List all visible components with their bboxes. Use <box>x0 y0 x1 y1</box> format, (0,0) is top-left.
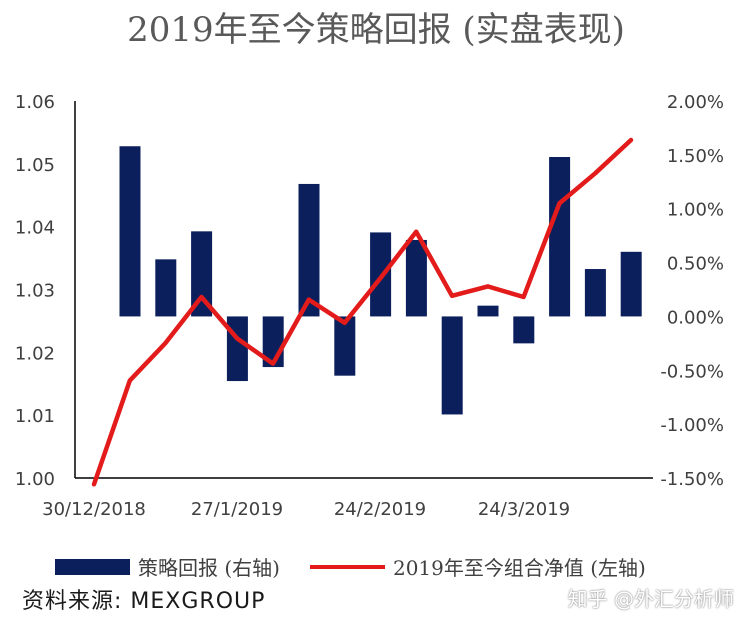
watermark: 知乎 @外汇分析师 <box>567 587 734 611</box>
source-note: 资料来源: MEXGROUP <box>22 589 266 614</box>
x-tick-label: 24/3/2019 <box>478 499 570 520</box>
bar-mark <box>549 157 571 317</box>
y-left-tick-label: 1.06 <box>15 92 55 113</box>
y-right-tick-label: 2.00% <box>667 92 724 113</box>
legend-bar-label: 策略回报 (右轴) <box>138 556 280 580</box>
y-left-tick-label: 1.04 <box>15 218 55 239</box>
y-right-tick-label: 1.50% <box>667 146 724 167</box>
legend-bar-swatch <box>55 558 130 575</box>
bar-mark <box>119 146 141 317</box>
bar-mark <box>620 251 642 317</box>
chart-axes <box>74 101 653 479</box>
tick-labels: 1.00 1.01 1.02 1.03 1.04 1.05 1.06 -1.50% -1.00%… <box>15 92 724 520</box>
bar-mark <box>298 183 320 317</box>
y-right-tick-label: 0.50% <box>667 254 724 275</box>
bar-mark <box>191 231 213 317</box>
bar-mark <box>441 316 463 415</box>
bar-mark <box>405 239 427 317</box>
bar-mark <box>155 259 177 317</box>
y-left-tick-label: 1.00 <box>15 469 55 490</box>
y-left-tick-label: 1.03 <box>15 281 55 302</box>
y-right-tick-label: 0.00% <box>667 307 724 328</box>
y-right-tick-label: -0.50% <box>660 361 724 382</box>
y-left-tick-label: 1.02 <box>15 343 55 364</box>
x-tick-label: 27/1/2019 <box>191 499 283 520</box>
combo-chart: 1.00 1.01 1.02 1.03 1.04 1.05 1.06 -1.50% -1.00%… <box>15 92 724 520</box>
bar-mark <box>513 316 535 344</box>
bar-mark <box>584 269 606 317</box>
chart-legend: 策略回报 (右轴) 2019年至今组合净值 (左轴) <box>55 552 646 581</box>
y-right-tick-label: 1.00% <box>667 200 724 221</box>
bar-mark <box>477 305 499 317</box>
legend-line-swatch <box>309 564 385 569</box>
legend-line-label: 2019年至今组合净值 (左轴) <box>392 556 646 580</box>
y-left-tick-label: 1.01 <box>15 406 55 427</box>
bar-mark <box>226 316 248 382</box>
x-tick-label: 24/2/2019 <box>334 499 426 520</box>
y-left-tick-label: 1.05 <box>15 155 55 176</box>
line-series <box>91 137 634 487</box>
bar-mark <box>334 316 356 376</box>
x-tick-label: 30/12/2018 <box>42 499 146 520</box>
y-right-tick-label: -1.00% <box>660 415 724 436</box>
y-right-tick-label: -1.50% <box>660 469 724 490</box>
series-line <box>91 137 634 487</box>
chart-title: 2019年至今策略回报 (实盘表现) <box>127 10 625 50</box>
